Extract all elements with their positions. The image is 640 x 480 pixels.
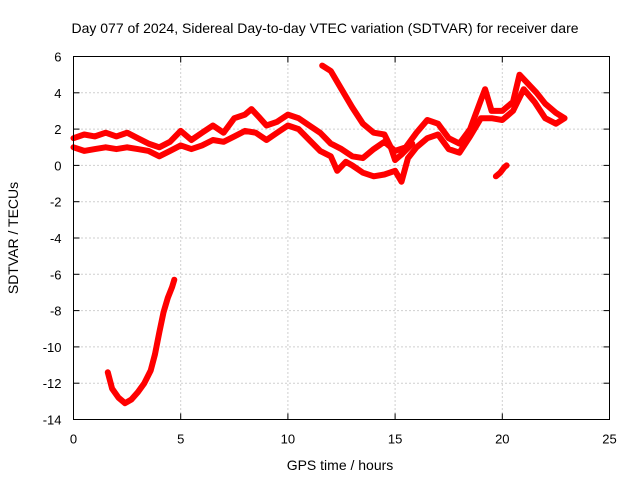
- x-tick-label: 10: [281, 432, 295, 447]
- series-low-excursion: [104, 276, 178, 407]
- y-tick-label: -10: [43, 340, 62, 355]
- data-series: [70, 62, 568, 407]
- chart-title: Day 077 of 2024, Sidereal Day-to-day VTE…: [71, 20, 578, 36]
- y-tick-label: -2: [50, 195, 62, 210]
- x-tick-label: 0: [70, 432, 77, 447]
- series-descending-arc: [319, 62, 416, 163]
- y-tick-label: -14: [43, 413, 62, 428]
- series-isolated-segment: [492, 162, 510, 180]
- x-tick-label: 20: [495, 432, 509, 447]
- x-tick-label: 15: [388, 432, 402, 447]
- y-tick-label: -6: [50, 267, 62, 282]
- y-tick-label: -12: [43, 376, 62, 391]
- x-axis-label: GPS time / hours: [287, 457, 394, 473]
- y-tick-label: 0: [54, 158, 61, 173]
- y-tick-label: 4: [54, 86, 61, 101]
- series-main-band-lower: [70, 86, 568, 185]
- series-main-band-upper: [70, 71, 568, 162]
- x-tick-label: 25: [602, 432, 616, 447]
- y-tick-label: -8: [50, 304, 62, 319]
- y-tick-label: -4: [50, 231, 62, 246]
- x-tick-label: 5: [177, 432, 184, 447]
- y-axis-label: SDTVAR / TECUs: [5, 182, 21, 294]
- y-tick-label: 6: [54, 50, 61, 65]
- y-tick-label: 2: [54, 122, 61, 137]
